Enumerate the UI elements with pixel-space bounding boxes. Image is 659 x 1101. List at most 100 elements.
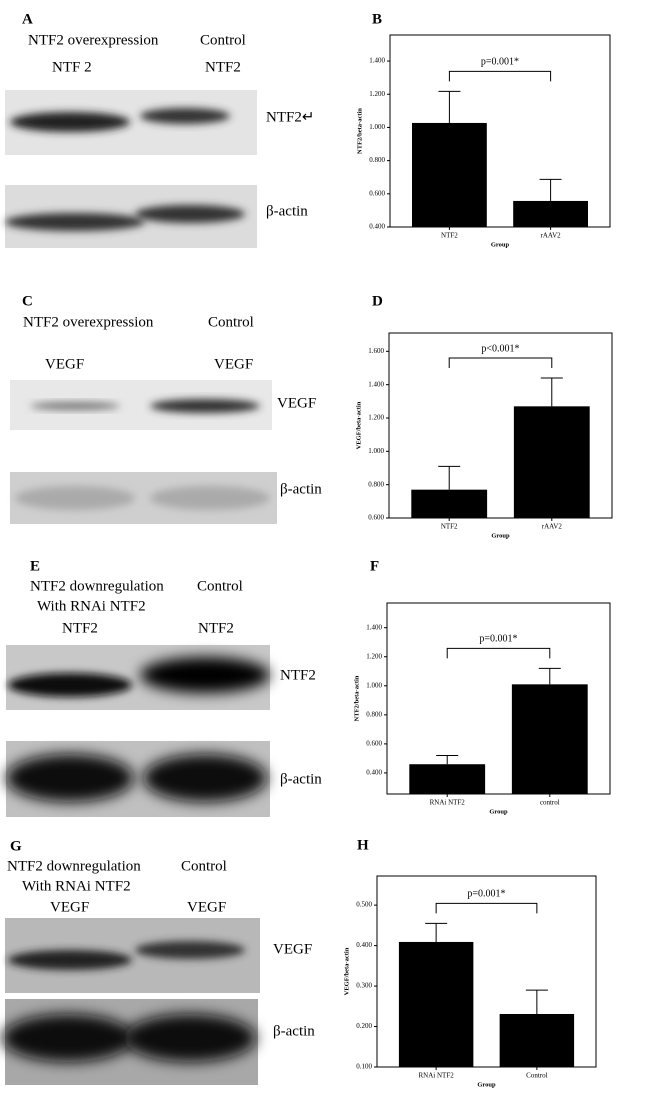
blot-band bbox=[2, 1014, 134, 1062]
band-label: β-actin bbox=[280, 771, 322, 787]
significance-bracket bbox=[435, 902, 538, 914]
plot-frame bbox=[388, 332, 613, 519]
annotation: p=0.001* bbox=[481, 57, 519, 68]
y-axis-label: NTF2/beta-actin bbox=[353, 675, 360, 721]
y-tick-label: 1.000 bbox=[368, 447, 384, 455]
x-tick-label: rAAV2 bbox=[542, 523, 563, 531]
y-tick-label: 1.200 bbox=[369, 90, 385, 98]
bar bbox=[513, 406, 590, 518]
band-label: β-actin bbox=[266, 203, 308, 219]
y-tick-label: 0.300 bbox=[356, 982, 372, 990]
bar bbox=[411, 489, 488, 518]
x-tick-label: NTF2 bbox=[441, 523, 458, 531]
lane-header: VEGF bbox=[50, 899, 89, 915]
bar bbox=[513, 200, 588, 227]
y-tick-label: 0.800 bbox=[368, 480, 384, 488]
bar bbox=[412, 122, 487, 227]
significance-bracket bbox=[446, 647, 551, 659]
x-tick-label: RNAi NTF2 bbox=[419, 1072, 455, 1080]
blot-band bbox=[150, 399, 260, 413]
x-tick-label: RNAi NTF2 bbox=[430, 799, 466, 807]
lane-header: NTF2 overexpression bbox=[23, 314, 154, 330]
blot-band bbox=[15, 486, 135, 510]
blot-band bbox=[135, 941, 245, 959]
lane-header: NTF2 bbox=[62, 620, 98, 636]
plot-frame bbox=[389, 34, 611, 228]
plot-frame bbox=[376, 875, 597, 1068]
band-label: VEGF bbox=[273, 941, 312, 957]
band-label: NTF2 bbox=[280, 667, 316, 683]
lane-header: With RNAi NTF2 bbox=[22, 878, 131, 894]
significance-bracket bbox=[448, 357, 553, 368]
lane-header: Control bbox=[181, 858, 227, 874]
y-axis-label: NTF2/beta-actin bbox=[356, 108, 363, 154]
plot-frame bbox=[386, 602, 611, 795]
y-axis-label: VEGF/beta-actin bbox=[355, 401, 362, 449]
y-axis-label: VEGF/beta-actin bbox=[343, 947, 350, 995]
panel-letter: E bbox=[30, 558, 40, 574]
y-tick-label: 0.600 bbox=[366, 739, 382, 747]
panel-letter: F bbox=[370, 558, 379, 574]
lane-header: Control bbox=[200, 32, 246, 48]
panel-letter: H bbox=[357, 837, 369, 853]
blot-band bbox=[150, 486, 270, 510]
lane-header: VEGF bbox=[187, 899, 226, 915]
significance-bracket bbox=[448, 70, 552, 82]
y-tick-label: 0.600 bbox=[369, 189, 385, 197]
panel-letter: A bbox=[22, 11, 33, 27]
y-tick-label: 1.000 bbox=[369, 123, 385, 131]
blot-band bbox=[5, 213, 145, 231]
x-axis-label: Group bbox=[477, 1081, 496, 1088]
blot-band bbox=[8, 673, 132, 697]
blot-band bbox=[140, 108, 230, 124]
bar bbox=[409, 764, 486, 794]
band-label: VEGF bbox=[277, 395, 316, 411]
lane-header: Control bbox=[197, 578, 243, 594]
y-tick-label: 1.200 bbox=[366, 652, 382, 660]
blot-band bbox=[10, 112, 130, 132]
lane-header: NTF2 downregulation bbox=[7, 858, 141, 874]
y-tick-label: 0.400 bbox=[356, 941, 372, 949]
lane-header: VEGF bbox=[214, 356, 253, 372]
x-tick-label: Control bbox=[526, 1072, 547, 1080]
y-tick-label: 1.200 bbox=[368, 414, 384, 422]
x-tick-label: rAAV2 bbox=[541, 232, 562, 240]
x-tick-label: control bbox=[540, 799, 560, 807]
lane-header: NTF2 overexpression bbox=[28, 32, 159, 48]
panel-letter: C bbox=[22, 293, 33, 309]
bar bbox=[511, 684, 588, 794]
lane-header: With RNAi NTF2 bbox=[37, 598, 146, 614]
band-label: NTF2↵ bbox=[266, 109, 314, 125]
panel-letter: D bbox=[372, 293, 383, 309]
bar bbox=[398, 941, 474, 1067]
x-axis-label: Group bbox=[489, 808, 508, 815]
y-tick-label: 0.400 bbox=[369, 223, 385, 231]
blot-band bbox=[6, 754, 134, 802]
y-tick-label: 0.100 bbox=[356, 1063, 372, 1071]
annotation: p<0.001* bbox=[481, 343, 519, 354]
lane-header: NTF2 bbox=[205, 59, 241, 75]
annotation: p=0.001* bbox=[479, 634, 517, 645]
blot-band bbox=[143, 754, 267, 802]
y-tick-label: 0.500 bbox=[356, 901, 372, 909]
lane-header: NTF 2 bbox=[52, 59, 92, 75]
band-label: β-actin bbox=[280, 481, 322, 497]
band-label: β-actin bbox=[273, 1023, 315, 1039]
y-tick-label: 0.600 bbox=[368, 514, 384, 522]
blot-band bbox=[30, 402, 120, 410]
x-axis-label: Group bbox=[491, 241, 510, 248]
y-tick-label: 1.600 bbox=[368, 347, 384, 355]
y-tick-label: 1.400 bbox=[368, 380, 384, 388]
y-tick-label: 1.400 bbox=[366, 623, 382, 631]
lane-header: NTF2 downregulation bbox=[30, 578, 164, 594]
x-tick-label: NTF2 bbox=[441, 232, 458, 240]
y-tick-label: 1.400 bbox=[369, 57, 385, 65]
lane-header: VEGF bbox=[45, 356, 84, 372]
y-tick-label: 0.800 bbox=[369, 156, 385, 164]
lane-header: NTF2 bbox=[198, 620, 234, 636]
blot-band bbox=[135, 205, 245, 223]
panel-letter: G bbox=[10, 838, 22, 854]
y-tick-label: 1.000 bbox=[366, 681, 382, 689]
x-axis-label: Group bbox=[491, 532, 510, 539]
